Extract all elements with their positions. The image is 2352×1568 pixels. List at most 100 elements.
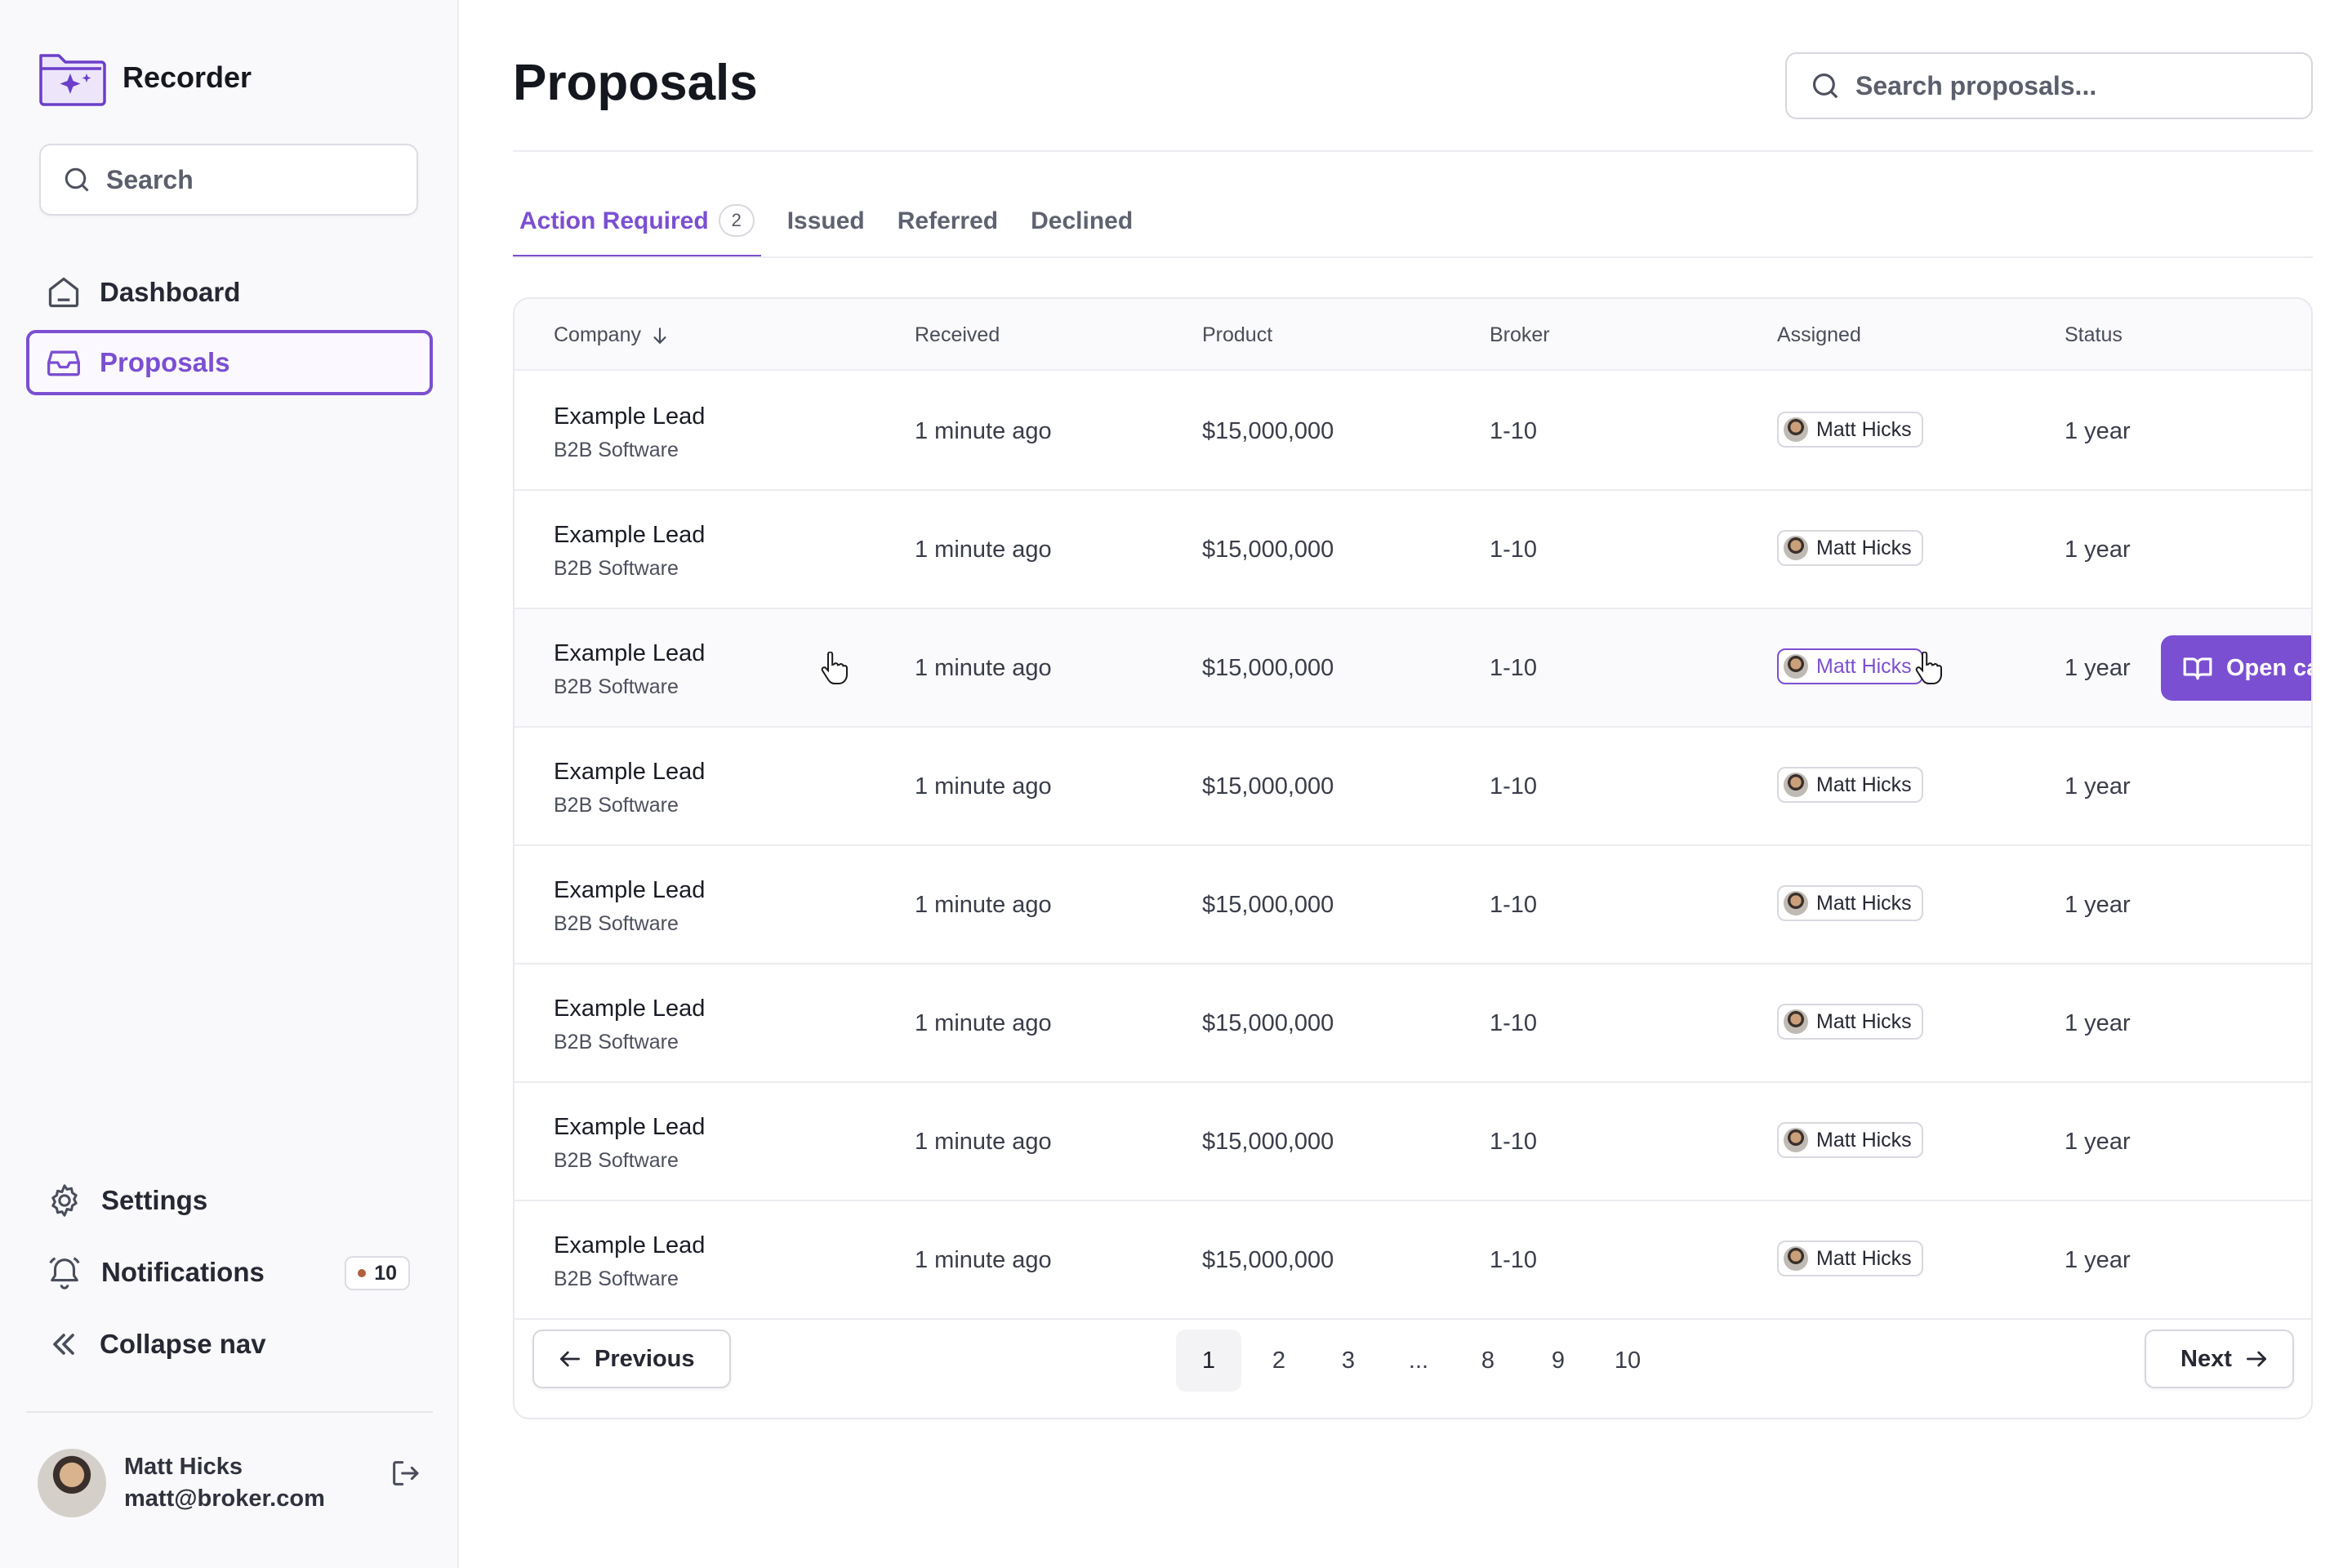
column-label: Received bbox=[915, 323, 1000, 346]
company-cell: Example Lead B2B Software bbox=[554, 996, 705, 1054]
company-industry: B2B Software bbox=[554, 912, 679, 935]
status-cell: 1 year bbox=[2065, 537, 2131, 563]
status-cell: 1 year bbox=[2065, 1129, 2131, 1155]
brand-name: Recorder bbox=[122, 60, 252, 94]
received-cell: 1 minute ago bbox=[915, 537, 1052, 563]
assignee-chip[interactable]: Matt Hicks bbox=[1777, 530, 1923, 566]
company-cell: Example Lead B2B Software bbox=[554, 1232, 705, 1291]
assignee-chip[interactable]: Matt Hicks bbox=[1777, 1004, 1923, 1040]
table-row[interactable]: Example Lead B2B Software 1 minute ago $15,… bbox=[514, 1083, 2311, 1201]
column-label: Status bbox=[2065, 323, 2123, 346]
sidebar-item-proposals[interactable]: Proposals bbox=[26, 330, 433, 395]
arrow-right-icon bbox=[2246, 1351, 2266, 1367]
logout-icon[interactable] bbox=[389, 1457, 421, 1490]
table-row[interactable]: Example Lead B2B Software 1 minute ago $15,… bbox=[514, 609, 2311, 728]
sidebar-item-settings[interactable]: Settings bbox=[26, 1168, 433, 1233]
sidebar-search-label: Search bbox=[106, 164, 194, 194]
page-number[interactable]: 8 bbox=[1481, 1347, 1495, 1374]
column-header-assigned[interactable]: Assigned bbox=[1777, 323, 1861, 347]
company-industry: B2B Software bbox=[554, 439, 679, 461]
company-industry: B2B Software bbox=[554, 1267, 679, 1290]
company-cell: Example Lead B2B Software bbox=[554, 640, 705, 699]
brand[interactable]: Recorder bbox=[38, 49, 252, 106]
assignee-chip[interactable]: Matt Hicks bbox=[1777, 767, 1923, 803]
tab-issued[interactable]: Issued bbox=[781, 196, 871, 258]
tab-declined[interactable]: Declined bbox=[1024, 196, 1139, 258]
product-cell: $15,000,000 bbox=[1202, 1129, 1334, 1155]
received-cell: 1 minute ago bbox=[915, 892, 1052, 918]
product-cell: $15,000,000 bbox=[1202, 773, 1334, 800]
page-number[interactable]: 2 bbox=[1272, 1347, 1286, 1374]
assignee-chip[interactable]: Matt Hicks bbox=[1777, 1241, 1923, 1276]
sidebar-search[interactable]: Search bbox=[39, 144, 418, 216]
avatar bbox=[1784, 773, 1808, 797]
company-cell: Example Lead B2B Software bbox=[554, 522, 705, 581]
search-icon bbox=[1812, 73, 1838, 99]
status-cell: 1 year bbox=[2065, 892, 2131, 918]
tab-referred[interactable]: Referred bbox=[891, 196, 1004, 258]
company-name: Example Lead bbox=[554, 522, 706, 548]
avatar bbox=[1784, 417, 1808, 442]
assignee-chip[interactable]: Matt Hicks bbox=[1777, 648, 1923, 684]
broker-cell: 1-10 bbox=[1490, 537, 1538, 563]
avatar bbox=[1784, 654, 1808, 679]
search-placeholder: Search proposals... bbox=[1855, 70, 2097, 100]
table-header: Company Received Product Broker Assigned… bbox=[514, 299, 2311, 371]
page-ellipsis: ... bbox=[1408, 1347, 1429, 1374]
table-row[interactable]: Example Lead B2B Software 1 minute ago $15,… bbox=[514, 728, 2311, 846]
page-number[interactable]: 3 bbox=[1341, 1347, 1356, 1374]
sidebar: Recorder Search Dashboard Proposals Sett… bbox=[0, 0, 459, 1568]
table-row[interactable]: Example Lead B2B Software 1 minute ago $15,… bbox=[514, 846, 2311, 964]
page-number[interactable]: 9 bbox=[1551, 1347, 1566, 1374]
column-header-received[interactable]: Received bbox=[915, 323, 1000, 347]
table-row[interactable]: Example Lead B2B Software 1 minute ago $15,… bbox=[514, 1201, 2311, 1320]
avatar bbox=[1784, 1009, 1808, 1034]
company-name: Example Lead bbox=[554, 759, 706, 785]
sidebar-item-label: Settings bbox=[101, 1185, 208, 1215]
avatar bbox=[1784, 1128, 1808, 1152]
broker-cell: 1-10 bbox=[1490, 892, 1538, 918]
proposals-search-input[interactable]: Search proposals... bbox=[1785, 52, 2313, 119]
page-number[interactable]: 10 bbox=[1614, 1347, 1642, 1374]
table-row[interactable]: Example Lead B2B Software 1 minute ago $15,… bbox=[514, 372, 2311, 491]
avatar bbox=[1784, 1246, 1808, 1271]
status-cell: 1 year bbox=[2065, 418, 2131, 444]
assignee-name: Matt Hicks bbox=[1816, 536, 1912, 559]
sidebar-item-collapse-nav[interactable]: Collapse nav bbox=[26, 1312, 433, 1377]
column-header-status[interactable]: Status bbox=[2065, 323, 2123, 347]
avatar bbox=[38, 1449, 106, 1517]
table-row[interactable]: Example Lead B2B Software 1 minute ago $15,… bbox=[514, 964, 2311, 1083]
status-cell: 1 year bbox=[2065, 1247, 2131, 1273]
assignee-name: Matt Hicks bbox=[1816, 1128, 1912, 1152]
assignee-chip[interactable]: Matt Hicks bbox=[1777, 412, 1923, 448]
column-label: Company bbox=[554, 323, 641, 346]
open-case-button[interactable]: Open ca bbox=[2161, 635, 2311, 701]
assignee-chip[interactable]: Matt Hicks bbox=[1777, 885, 1923, 921]
tabs-divider bbox=[513, 256, 2313, 258]
table-row[interactable]: Example Lead B2B Software 1 minute ago $15,… bbox=[514, 491, 2311, 609]
product-cell: $15,000,000 bbox=[1202, 1010, 1334, 1036]
chevrons-left-icon bbox=[53, 1334, 74, 1355]
search-icon bbox=[65, 167, 89, 192]
column-header-product[interactable]: Product bbox=[1202, 323, 1272, 347]
company-cell: Example Lead B2B Software bbox=[554, 1114, 705, 1173]
avatar bbox=[1784, 891, 1808, 915]
previous-page-button[interactable]: Previous bbox=[532, 1330, 731, 1388]
next-label: Next bbox=[2180, 1345, 2232, 1372]
column-header-broker[interactable]: Broker bbox=[1490, 323, 1550, 347]
tab-label: Action Required bbox=[519, 207, 709, 234]
hand-cursor-icon bbox=[821, 652, 848, 684]
gear-icon bbox=[51, 1184, 78, 1217]
tab-action-required[interactable]: Action Required 2 bbox=[513, 196, 761, 258]
sidebar-item-label: Notifications bbox=[101, 1257, 265, 1287]
sidebar-item-notifications[interactable]: Notifications 10 bbox=[26, 1240, 433, 1305]
next-page-button[interactable]: Next bbox=[2145, 1330, 2294, 1388]
tab-label: Declined bbox=[1031, 207, 1134, 234]
assignee-chip[interactable]: Matt Hicks bbox=[1777, 1122, 1923, 1158]
user-profile[interactable]: Matt Hicks matt@broker.com bbox=[38, 1449, 325, 1517]
sidebar-divider bbox=[26, 1411, 433, 1413]
received-cell: 1 minute ago bbox=[915, 1247, 1052, 1273]
page-number[interactable]: 1 bbox=[1176, 1330, 1241, 1392]
column-header-company[interactable]: Company bbox=[554, 323, 670, 347]
sidebar-item-dashboard[interactable]: Dashboard bbox=[26, 260, 433, 325]
